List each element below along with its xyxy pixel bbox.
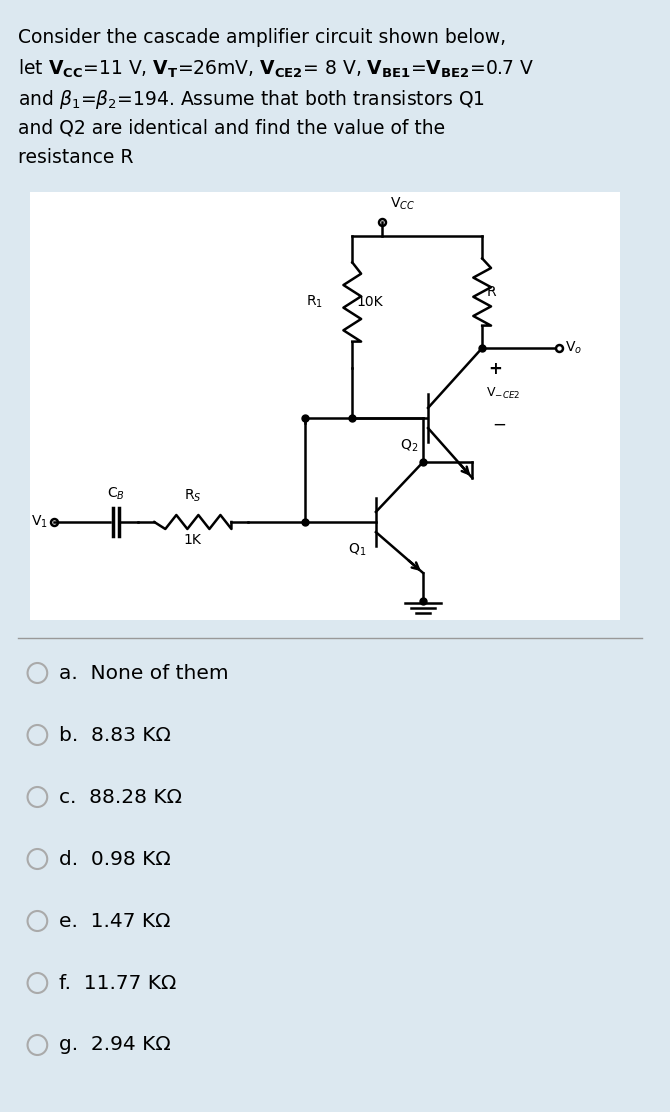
Text: V$_1$: V$_1$ (31, 514, 48, 530)
Text: V$_o$: V$_o$ (565, 340, 582, 356)
Text: V$_{CC}$: V$_{CC}$ (390, 196, 415, 212)
Text: resistance R: resistance R (17, 148, 133, 167)
Text: c.  88.28 KΩ: c. 88.28 KΩ (59, 787, 182, 806)
Bar (29, 192, 620, 620)
Text: Q$_1$: Q$_1$ (348, 542, 366, 558)
Text: g.  2.94 KΩ: g. 2.94 KΩ (59, 1035, 171, 1054)
Text: and Q2 are identical and find the value of the: and Q2 are identical and find the value … (17, 118, 445, 137)
Text: V$_{-CE2}$: V$_{-CE2}$ (486, 386, 521, 401)
Text: C$_B$: C$_B$ (107, 486, 125, 502)
Text: +: + (488, 360, 502, 378)
Text: b.  8.83 KΩ: b. 8.83 KΩ (59, 725, 171, 745)
Text: R: R (487, 285, 496, 299)
Text: e.  1.47 KΩ: e. 1.47 KΩ (59, 912, 171, 931)
Text: 10K: 10K (356, 295, 383, 309)
Text: 1K: 1K (184, 533, 202, 547)
Text: a.  None of them: a. None of them (59, 664, 228, 683)
Text: Q$_2$: Q$_2$ (401, 438, 419, 455)
Text: R$_1$: R$_1$ (306, 294, 323, 310)
Text: d.  0.98 KΩ: d. 0.98 KΩ (59, 850, 171, 868)
Text: and $\boldsymbol{\beta_1}$=$\boldsymbol{\beta_2}$=194. Assume that both transist: and $\boldsymbol{\beta_1}$=$\boldsymbol{… (17, 88, 485, 111)
Text: Consider the cascade amplifier circuit shown below,: Consider the cascade amplifier circuit s… (17, 28, 506, 47)
Text: f.  11.77 KΩ: f. 11.77 KΩ (59, 973, 176, 993)
Text: −: − (492, 416, 506, 434)
Text: let $\mathbf{V_{CC}}$=11 V, $\mathbf{V_T}$=26mV, $\mathbf{V_{CE2}}$= 8 V, $\math: let $\mathbf{V_{CC}}$=11 V, $\mathbf{V_T… (17, 58, 534, 80)
Text: R$_S$: R$_S$ (184, 487, 202, 504)
